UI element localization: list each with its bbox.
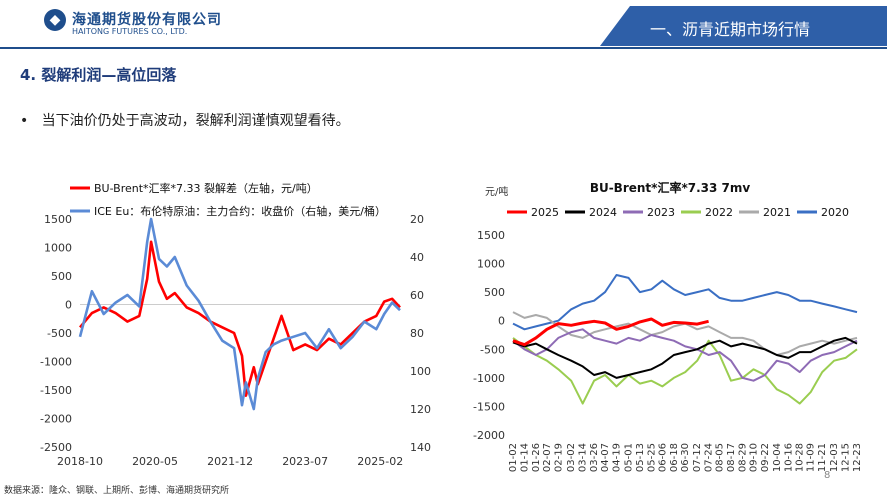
y-left-tick-label: -2000 bbox=[40, 413, 72, 426]
x-tick-label: 06-18 bbox=[669, 443, 680, 472]
y-tick-label: -500 bbox=[480, 343, 505, 356]
series-line-brent bbox=[78, 217, 401, 411]
x-tick-label: 07-12 bbox=[692, 443, 703, 472]
series-line-crack-spread bbox=[79, 240, 401, 397]
x-tick-label: 12-23 bbox=[852, 443, 863, 472]
y-left-tick-label: 0 bbox=[65, 299, 72, 312]
x-tick-label: 02-07 bbox=[542, 443, 553, 472]
chart-title: BU-Brent*汇率*7.33 7mv bbox=[590, 180, 751, 195]
legend-label: ICE Eu：布伦特原油：主力合约：收盘价（右轴，美元/桶） bbox=[94, 204, 386, 218]
legend-label: 2023 bbox=[647, 206, 675, 219]
legend-label: 2021 bbox=[763, 206, 791, 219]
x-tick-label: 11-09 bbox=[806, 443, 817, 472]
page-number: 8 bbox=[824, 470, 831, 481]
y-left-tick-label: -1500 bbox=[40, 384, 72, 397]
x-tick-label: 2021-12 bbox=[207, 455, 253, 468]
series-line-2024 bbox=[512, 336, 858, 379]
x-tick-label: 11-21 bbox=[817, 443, 828, 472]
x-tick-label: 05-13 bbox=[635, 443, 646, 472]
y-right-tick-label: 80 bbox=[410, 327, 424, 340]
x-tick-label: 01-02 bbox=[508, 443, 519, 472]
legend-label: BU-Brent*汇率*7.33 裂解差（左轴，元/吨） bbox=[94, 181, 318, 195]
series-line-2021 bbox=[512, 311, 858, 356]
section-banner bbox=[600, 6, 887, 46]
x-tick-label: 12-15 bbox=[841, 443, 852, 472]
x-tick-label: 12-03 bbox=[829, 443, 840, 472]
x-tick-label: 2018-10 bbox=[57, 455, 103, 468]
x-tick-label: 09-10 bbox=[748, 443, 759, 472]
y-left-tick-label: -1000 bbox=[40, 356, 72, 369]
y-tick-label: 1500 bbox=[477, 229, 505, 242]
section-title: 一、沥青近期市场行情 bbox=[650, 20, 811, 39]
y-left-tick-label: -500 bbox=[47, 327, 72, 340]
company-logo: ◆ 海通期货股份有限公司 HAITONG FUTURES CO., LTD. bbox=[0, 0, 250, 46]
x-tick-label: 2020-05 bbox=[132, 455, 178, 468]
slide-heading: 4. 裂解利润—高位回落 bbox=[20, 66, 177, 84]
x-tick-label: 04-19 bbox=[612, 443, 623, 472]
y-tick-label: 1000 bbox=[477, 258, 505, 271]
x-tick-label: 2025-02 bbox=[357, 455, 403, 468]
bullet-point: • 当下油价仍处于高波动，裂解利润谨慎观望看待。 bbox=[20, 113, 350, 129]
x-tick-label: 05-25 bbox=[646, 443, 657, 472]
y-right-tick-label: 120 bbox=[410, 403, 431, 416]
legend-label: 2020 bbox=[821, 206, 849, 219]
x-tick-label: 02-19 bbox=[553, 443, 564, 472]
y-right-tick-label: 140 bbox=[410, 441, 431, 454]
bullet-text: 当下油价仍处于高波动，裂解利润谨慎观望看待。 bbox=[41, 113, 350, 129]
series-line-2022 bbox=[512, 337, 858, 405]
left-chart: 1500 1000 500 0 -500 -1000 -1500 -2000 -2500 20 40… bbox=[40, 181, 431, 468]
x-tick-label: 07-24 bbox=[704, 443, 715, 472]
company-name-cn: 海通期货股份有限公司 bbox=[72, 12, 222, 28]
y-tick-label: 500 bbox=[484, 286, 505, 299]
y-right-tick-label: 100 bbox=[410, 365, 431, 378]
x-tick-label: 08-05 bbox=[715, 443, 726, 472]
y-tick-label: -1000 bbox=[473, 372, 505, 385]
y-right-tick-label: 20 bbox=[410, 213, 424, 226]
x-tick-label: 08-29 bbox=[737, 443, 748, 472]
x-tick-label: 10-28 bbox=[795, 443, 806, 472]
y-left-tick-label: 500 bbox=[51, 270, 72, 283]
y-tick-label: -2000 bbox=[473, 429, 505, 442]
x-tick-label: 09-22 bbox=[760, 443, 771, 472]
y-right-tick-label: 40 bbox=[410, 251, 424, 264]
x-tick-label: 04-07 bbox=[600, 443, 611, 472]
y-left-tick-label: -2500 bbox=[40, 441, 72, 454]
header-bar: ◆ 海通期货股份有限公司 HAITONG FUTURES CO., LTD. 一… bbox=[0, 0, 887, 50]
x-tick-label: 10-04 bbox=[772, 443, 783, 472]
series-line-2020 bbox=[512, 274, 858, 331]
x-tick-label: 03-26 bbox=[589, 443, 600, 472]
series-line-2023 bbox=[512, 328, 858, 382]
y-left-tick-label: 1500 bbox=[44, 213, 72, 226]
x-tick-label: 08-17 bbox=[726, 443, 737, 472]
legend-label: 2022 bbox=[705, 206, 733, 219]
right-chart: BU-Brent*汇率*7.33 7mv 元/吨 1500 1000 500 0 -500 -… bbox=[473, 180, 863, 472]
x-tick-label: 03-02 bbox=[566, 443, 577, 472]
data-source-note: 数据来源：隆众、钢联、上期所、彭博、海通期货研究所 bbox=[4, 486, 230, 496]
x-tick-label: 05-01 bbox=[623, 443, 634, 472]
header-divider bbox=[0, 47, 887, 49]
y-tick-label: 0 bbox=[498, 315, 505, 328]
x-tick-label: 06-30 bbox=[680, 443, 691, 472]
y-axis-unit-label: 元/吨 bbox=[485, 185, 508, 198]
company-name-en: HAITONG FUTURES CO., LTD. bbox=[72, 27, 188, 36]
x-tick-label: 01-14 bbox=[519, 443, 530, 472]
x-tick-label: 06-06 bbox=[657, 443, 668, 472]
legend-label: 2025 bbox=[531, 206, 559, 219]
legend-label: 2024 bbox=[589, 206, 617, 219]
x-tick-label: 2023-07 bbox=[282, 455, 328, 468]
x-tick-label: 01-26 bbox=[531, 443, 542, 472]
y-right-tick-label: 60 bbox=[410, 289, 424, 302]
y-left-tick-label: 1000 bbox=[44, 242, 72, 255]
x-tick-label: 03-14 bbox=[578, 443, 589, 472]
series-line-2025 bbox=[512, 317, 709, 347]
x-tick-label: 10-16 bbox=[783, 443, 794, 472]
logo-emblem-icon: ◆ bbox=[44, 9, 66, 31]
y-tick-label: -1500 bbox=[473, 400, 505, 413]
